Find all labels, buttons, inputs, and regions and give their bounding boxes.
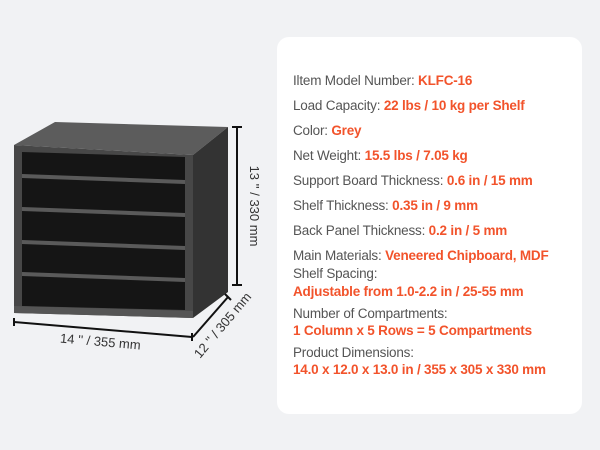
height-label: 13 '' / 330 mm: [247, 166, 262, 247]
spec-value: 15.5 lbs / 7.05 kg: [364, 148, 468, 163]
spec-compartments-label: Number of Compartments:: [293, 306, 448, 321]
spec-support-board: Support Board Thickness: 0.6 in / 15 mm: [293, 173, 533, 188]
spec-value: 0.6 in / 15 mm: [446, 173, 533, 188]
spec-value: 0.2 in / 5 mm: [428, 223, 508, 238]
spec-shelf-spacing-value: Adjustable from 1.0-2.2 in / 25-55 mm: [293, 284, 524, 299]
spec-color: Color: Grey: [293, 123, 362, 138]
cabinet-base: [14, 306, 193, 318]
spec-shelf-spacing-label: Shelf Spacing:: [293, 266, 378, 281]
spec-value: Grey: [331, 123, 362, 138]
cabinet-side: [193, 127, 228, 318]
spec-model: Iltem Model Number: KLFC-16: [293, 73, 472, 88]
spec-label: Back Panel Thickness:: [293, 223, 429, 238]
spec-value: 0.35 in / 9 mm: [392, 198, 478, 213]
spec-compartments-value: 1 Column x 5 Rows = 5 Compartments: [293, 323, 532, 338]
spec-label: Main Materials:: [293, 248, 386, 263]
spec-dimensions-value: 14.0 x 12.0 x 13.0 in / 355 x 305 x 330 …: [293, 362, 546, 377]
spec-net-weight: Net Weight: 15.5 lbs / 7.05 kg: [293, 148, 468, 163]
shelf: [22, 272, 185, 282]
spec-back-panel: Back Panel Thickness: 0.2 in / 5 mm: [293, 223, 507, 238]
spec-label: Load Capacity:: [293, 98, 384, 113]
cabinet-top: [14, 122, 228, 155]
product-image: 14 '' / 355 mm 13 '' / 330 mm 12 '' / 30…: [13, 122, 262, 361]
shelf: [22, 240, 185, 250]
specs-panel: Iltem Model Number: KLFC-16 Load Capacit…: [277, 37, 582, 414]
spec-dimensions-label: Product Dimensions:: [293, 345, 414, 360]
spec-load-capacity: Load Capacity: 22 lbs / 10 kg per Shelf: [293, 98, 525, 113]
spec-label: Iltem Model Number:: [293, 73, 419, 88]
shelf: [22, 174, 185, 184]
shelf: [22, 207, 185, 217]
spec-label: Shelf Thickness:: [293, 198, 393, 213]
width-label: 14 '' / 355 mm: [59, 331, 141, 353]
spec-label: Support Board Thickness:: [293, 173, 447, 188]
dimension-lines: [13, 126, 242, 341]
spec-label: Net Weight:: [293, 148, 365, 163]
spec-label: Color:: [293, 123, 332, 138]
spec-materials: Main Materials: Veneered Chipboard, MDF: [293, 248, 549, 263]
shelves: [22, 174, 185, 282]
cabinet-opening: [22, 152, 185, 310]
spec-shelf-thickness: Shelf Thickness: 0.35 in / 9 mm: [293, 198, 478, 213]
spec-value: 22 lbs / 10 kg per Shelf: [383, 98, 525, 113]
spec-value: KLFC-16: [418, 73, 473, 88]
spec-value: Veneered Chipboard, MDF: [385, 248, 549, 263]
